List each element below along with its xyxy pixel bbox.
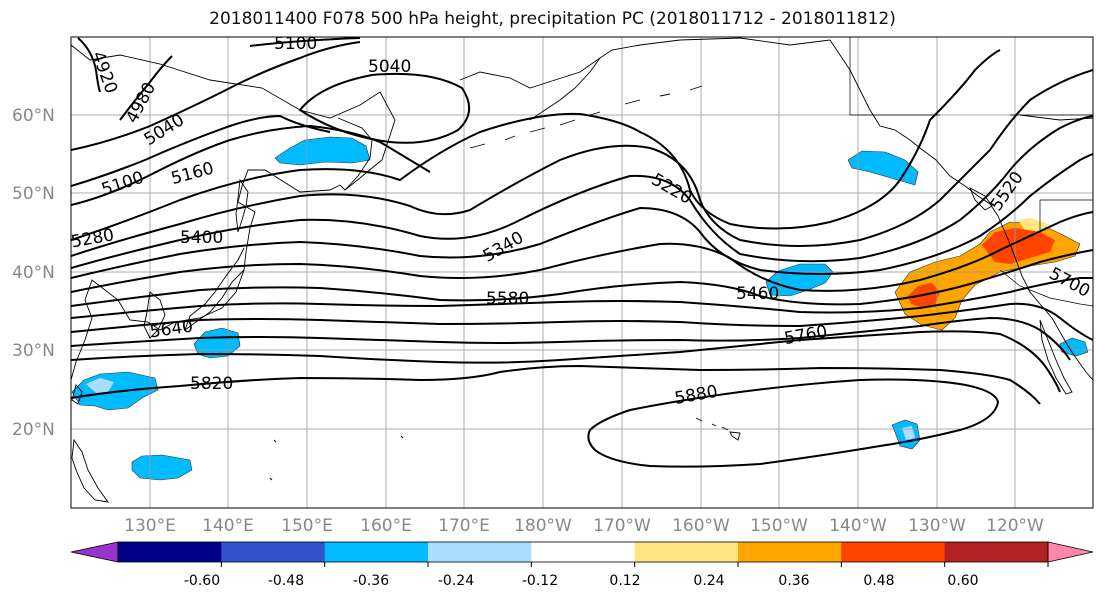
colorbar-swatch-4 xyxy=(428,542,532,562)
coast-alaska-peninsula xyxy=(529,57,601,121)
colorbar-swatch-3 xyxy=(324,542,429,562)
lat-tick-labels: 20°N 30°N 40°N 50°N 60°N xyxy=(12,106,55,440)
contour-5880 xyxy=(587,378,1000,468)
cb-tick-2: -0.36 xyxy=(353,573,389,589)
precip-blue-gulf xyxy=(847,150,919,186)
lat-tick-20n: 20°N xyxy=(12,420,55,440)
coast-philippines xyxy=(71,438,109,503)
coast-alaska xyxy=(459,37,999,217)
contour-5400 xyxy=(71,153,1093,279)
colorbar-swatch-1 xyxy=(118,542,222,562)
cb-tick-7: 0.36 xyxy=(778,573,809,589)
precip-red-north xyxy=(982,228,1055,264)
cb-tick-0: -0.60 xyxy=(184,573,220,589)
lon-tick-120w: 120°W xyxy=(986,516,1044,536)
cb-tick-9: 0.60 xyxy=(947,573,978,589)
contour-5760 xyxy=(71,330,1061,393)
contour-5160 xyxy=(71,124,431,206)
coast-sakhalin xyxy=(235,178,249,233)
contour-5220 xyxy=(71,49,1001,241)
coast-vancouver xyxy=(969,187,993,211)
contour-5700 xyxy=(71,316,1071,361)
colorbar-swatch-8 xyxy=(841,542,946,562)
colorbar-tick-labels: -0.60 -0.48 -0.36 -0.24 -0.12 0.12 0.24 … xyxy=(184,573,979,589)
clabel-5100b: 5100 xyxy=(274,34,317,54)
colorbar-extend-min xyxy=(70,541,119,563)
colorbar-outline xyxy=(117,541,1049,563)
coast-aleutians xyxy=(469,85,703,149)
colorbar xyxy=(70,541,1094,567)
lon-tick-170w: 170°W xyxy=(593,516,651,536)
precip-blue-philippines xyxy=(131,454,193,481)
lon-tick-130e: 130°E xyxy=(124,516,176,536)
colorbar-swatch-6 xyxy=(634,542,739,562)
coast-asia xyxy=(71,44,396,381)
contour-5280 xyxy=(71,69,1093,257)
colorbar-swatch-2 xyxy=(221,542,326,562)
lon-tick-180w: 180°W xyxy=(514,516,572,536)
lat-tick-40n: 40°N xyxy=(12,263,55,283)
contour-5640 xyxy=(71,302,1093,341)
colorbar-swatch-7 xyxy=(738,542,842,562)
clabel-5820: 5820 xyxy=(190,374,233,394)
lat-tick-50n: 50°N xyxy=(12,184,55,204)
contour-5520 xyxy=(71,249,1093,307)
cb-tick-4: -0.12 xyxy=(522,573,558,589)
colorbar-swatch-5 xyxy=(531,542,636,562)
lon-tick-160e: 160°E xyxy=(360,516,412,536)
lon-tick-140e: 140°E xyxy=(202,516,254,536)
precip-blue-mexico xyxy=(1059,337,1089,357)
contour-5040-west xyxy=(71,41,361,151)
coast-nw-america xyxy=(997,215,1093,381)
map-title: 2018011400 F078 500 hPa height, precipit… xyxy=(209,9,896,29)
contour-5460 xyxy=(71,211,1093,293)
colorbar-extend-max xyxy=(1047,541,1094,563)
cb-tick-5: 0.12 xyxy=(609,573,640,589)
borders xyxy=(849,37,1093,307)
lon-tick-150e: 150°E xyxy=(281,516,333,536)
coast-hawaii xyxy=(695,417,741,441)
coast-baja xyxy=(1039,319,1073,395)
clabel-5580: 5580 xyxy=(486,289,529,309)
contour-5820 xyxy=(71,364,1041,405)
contour-5100 xyxy=(71,37,361,187)
contour-4980 xyxy=(119,55,173,121)
cb-tick-6: 0.24 xyxy=(693,573,724,589)
colorbar-swatch-9 xyxy=(944,542,1049,562)
coast-kamchatka xyxy=(337,117,373,191)
lat-tick-60n: 60°N xyxy=(12,106,55,126)
clabel-5460: 5460 xyxy=(736,284,779,304)
contour-5580 xyxy=(71,277,1093,319)
precip-yellow-edge xyxy=(1018,218,1048,232)
lon-tick-150w: 150°W xyxy=(750,516,808,536)
height-contours xyxy=(71,37,1093,468)
coast-japan xyxy=(184,247,245,332)
map-border xyxy=(70,36,1094,509)
lon-tick-170e: 170°E xyxy=(438,516,490,536)
lon-tick-130w: 130°W xyxy=(908,516,966,536)
cb-tick-3: -0.24 xyxy=(438,573,474,589)
contour-5340 xyxy=(71,115,1093,269)
lat-tick-30n: 30°N xyxy=(12,341,55,361)
clabel-5400: 5400 xyxy=(180,228,223,248)
cb-tick-1: -0.48 xyxy=(268,573,304,589)
lon-tick-140w: 140°W xyxy=(829,516,887,536)
coast-korea xyxy=(143,291,166,339)
precip-lightblue-ryukyu xyxy=(86,378,114,393)
coast-taiwan xyxy=(71,384,83,405)
lon-tick-labels: 130°E 140°E 150°E 160°E 170°E 180°W 170°… xyxy=(124,516,1044,536)
clabel-5040b: 5040 xyxy=(368,57,411,77)
cb-tick-8: 0.48 xyxy=(863,573,894,589)
coast-misc-islands xyxy=(269,435,404,481)
precip-blue-kamchatka xyxy=(274,136,371,166)
lon-tick-160w: 160°W xyxy=(672,516,730,536)
contour-4920 xyxy=(77,37,101,93)
